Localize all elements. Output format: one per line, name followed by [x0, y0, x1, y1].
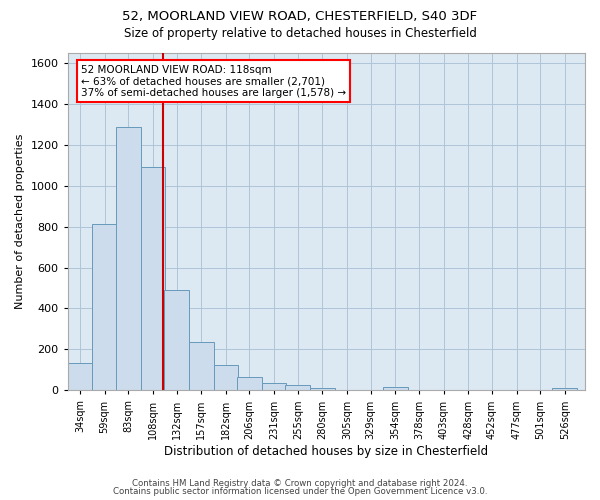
- Bar: [189, 342, 214, 390]
- Bar: [310, 388, 335, 390]
- Bar: [286, 384, 310, 390]
- Text: Size of property relative to detached houses in Chesterfield: Size of property relative to detached ho…: [124, 28, 476, 40]
- Bar: [237, 377, 262, 390]
- Bar: [262, 382, 286, 390]
- Bar: [140, 167, 165, 390]
- Bar: [383, 388, 407, 390]
- Bar: [164, 290, 189, 390]
- Bar: [92, 224, 117, 390]
- Bar: [553, 388, 577, 390]
- Bar: [116, 128, 140, 390]
- Text: Contains public sector information licensed under the Open Government Licence v3: Contains public sector information licen…: [113, 488, 487, 496]
- Bar: [68, 363, 92, 390]
- Bar: [214, 365, 238, 390]
- Y-axis label: Number of detached properties: Number of detached properties: [15, 134, 25, 309]
- Text: Contains HM Land Registry data © Crown copyright and database right 2024.: Contains HM Land Registry data © Crown c…: [132, 478, 468, 488]
- X-axis label: Distribution of detached houses by size in Chesterfield: Distribution of detached houses by size …: [164, 444, 488, 458]
- Text: 52, MOORLAND VIEW ROAD, CHESTERFIELD, S40 3DF: 52, MOORLAND VIEW ROAD, CHESTERFIELD, S4…: [122, 10, 478, 23]
- Text: 52 MOORLAND VIEW ROAD: 118sqm
← 63% of detached houses are smaller (2,701)
37% o: 52 MOORLAND VIEW ROAD: 118sqm ← 63% of d…: [81, 64, 346, 98]
